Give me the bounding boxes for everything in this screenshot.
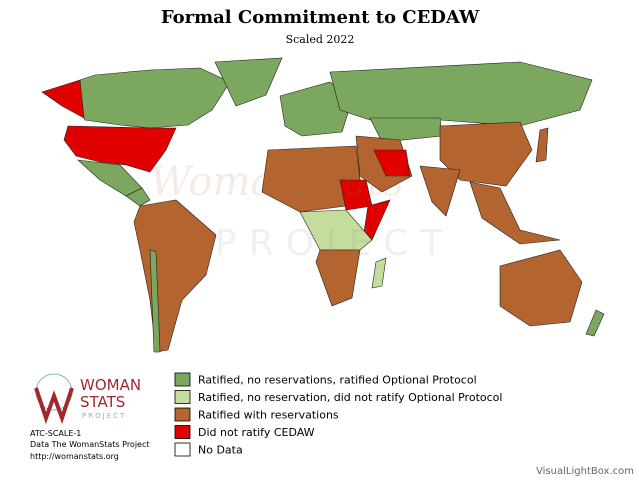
logo: WOMAN STATS PROJECT <box>34 373 141 425</box>
legend-label: Ratified with reservations <box>198 409 339 422</box>
legend: Ratified, no reservations, ratified Opti… <box>174 372 502 457</box>
legend-swatch <box>174 372 191 387</box>
world-map <box>41 57 605 353</box>
logo-text: STATS <box>80 393 125 411</box>
central-africa <box>299 209 373 251</box>
legend-label: Ratified, no reservations, ratified Opti… <box>198 374 477 387</box>
watermark-text: PROJECT <box>215 223 455 264</box>
alaska <box>41 79 85 119</box>
legend-swatch <box>174 425 191 439</box>
logo-text: WOMAN <box>80 376 141 394</box>
legend-swatch <box>174 407 191 422</box>
europe <box>279 81 353 137</box>
japan <box>535 127 549 163</box>
canada <box>71 67 231 129</box>
southern-africa <box>315 249 361 307</box>
legend-label: No Data <box>198 444 243 457</box>
russia <box>329 61 593 127</box>
source-code: ATC-SCALE-1 <box>30 429 81 438</box>
title: Formal Commitment to CEDAW <box>161 7 480 28</box>
source-credit: Data The WomanStats Project <box>30 440 150 449</box>
central-america <box>125 187 151 207</box>
usa <box>63 125 177 173</box>
legend-label: Did not ratify CEDAW <box>198 426 315 439</box>
legend-swatch <box>174 390 191 404</box>
logo-mark <box>34 387 74 425</box>
china <box>439 121 533 187</box>
legend-label: Ratified, no reservation, did not ratify… <box>198 391 502 404</box>
southeast-asia <box>469 181 561 245</box>
new-zealand <box>585 309 605 337</box>
watermark-text: WomanStats <box>150 159 404 205</box>
greenland <box>214 57 283 107</box>
source-url: http://womanstats.org <box>30 452 119 461</box>
australia <box>499 249 583 327</box>
chile <box>149 249 161 353</box>
watermark: WomanStats PROJECT <box>150 159 455 264</box>
iran <box>373 149 411 177</box>
logo-text: PROJECT <box>82 412 126 420</box>
madagascar <box>371 257 387 289</box>
south-america <box>133 199 217 353</box>
india <box>419 165 461 217</box>
legend-swatch <box>174 442 191 457</box>
subtitle: Scaled 2022 <box>286 33 355 46</box>
footer-credit: VisualLightBox.com <box>536 466 634 477</box>
